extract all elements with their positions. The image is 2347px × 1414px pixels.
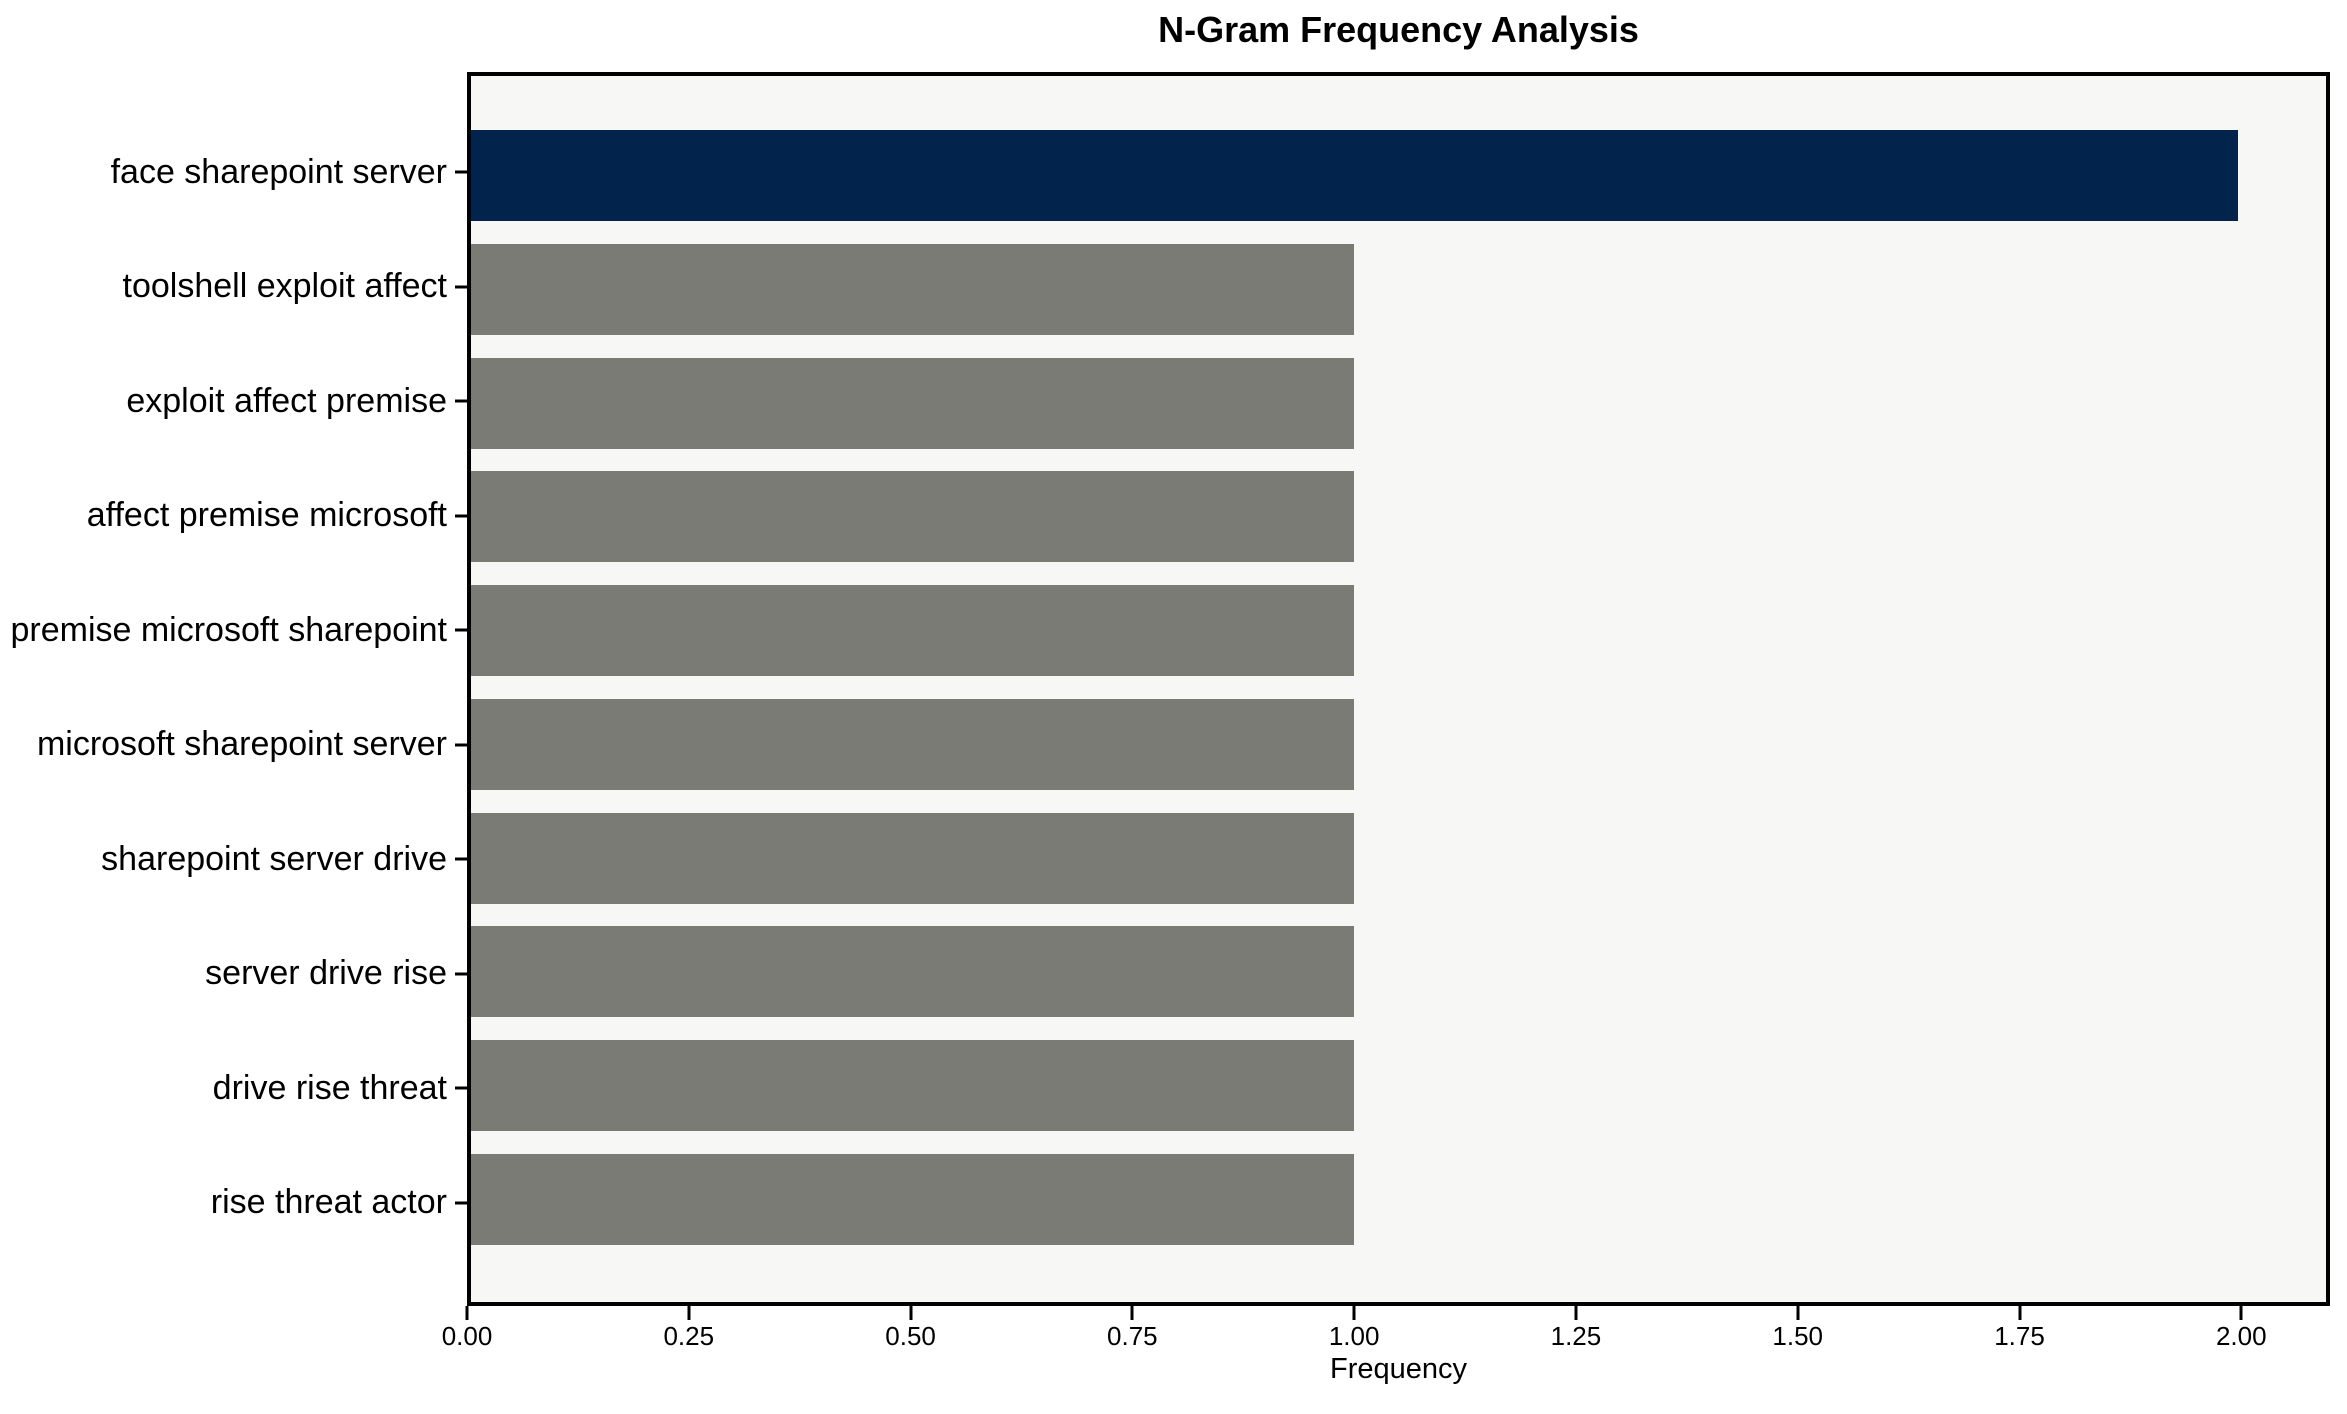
- y-label-row: microsoft sharepoint server: [0, 688, 467, 803]
- x-tick-mark: [1130, 1306, 1134, 1320]
- y-label-row: rise threat actor: [0, 1146, 467, 1261]
- y-tick-label: toolshell exploit affect: [122, 267, 447, 306]
- x-tick-label: 1.25: [1550, 1321, 1602, 1351]
- y-label-row: sharepoint server drive: [0, 802, 467, 917]
- y-tick-mark: [455, 285, 467, 289]
- y-tick-label: exploit affect premise: [126, 381, 447, 420]
- bar: [471, 926, 1355, 1018]
- y-tick-mark: [455, 972, 467, 976]
- y-label-row: exploit affect premise: [0, 344, 467, 459]
- y-tick-label: microsoft sharepoint server: [36, 725, 447, 764]
- y-label-row: toolshell exploit affect: [0, 230, 467, 345]
- bar-row: [471, 1029, 2326, 1143]
- x-tick-mark: [909, 1306, 913, 1320]
- y-tick-mark: [455, 399, 467, 403]
- bar: [471, 244, 1355, 336]
- x-tick-mark: [1796, 1306, 1800, 1320]
- x-tick-label: 0.00: [441, 1321, 493, 1351]
- y-label-row: drive rise threat: [0, 1031, 467, 1146]
- bar-row: [471, 801, 2326, 915]
- bar-row: [471, 688, 2326, 802]
- y-tick-mark: [455, 1086, 467, 1090]
- x-tick-label: 1.00: [1328, 1321, 1380, 1351]
- y-tick-label: server drive rise: [205, 954, 447, 993]
- y-tick-mark: [455, 1201, 467, 1205]
- chart-title: N-Gram Frequency Analysis: [1158, 9, 1639, 50]
- bar-row: [471, 119, 2326, 233]
- bar: [471, 471, 1355, 563]
- y-tick-mark: [455, 857, 467, 861]
- y-tick-label: affect premise microsoft: [86, 496, 447, 535]
- bar: [471, 585, 1355, 677]
- bar-row: [471, 574, 2326, 688]
- y-tick-mark: [455, 743, 467, 747]
- bar: [471, 1153, 1355, 1245]
- y-tick-mark: [455, 514, 467, 518]
- plot-area: [467, 72, 2330, 1306]
- bar: [471, 1040, 1355, 1131]
- bar-row: [471, 460, 2326, 574]
- x-tick-label: 0.25: [663, 1321, 715, 1351]
- y-label-row: premise microsoft sharepoint: [0, 573, 467, 688]
- y-tick-label: face sharepoint server: [110, 152, 447, 191]
- bar-row: [471, 233, 2326, 347]
- bar-row: [471, 1142, 2326, 1256]
- bar-row: [471, 915, 2326, 1029]
- bar-row: [471, 346, 2326, 460]
- x-tick-mark: [2239, 1306, 2243, 1320]
- y-label-row: server drive rise: [0, 917, 467, 1032]
- x-tick-label: 1.75: [1994, 1321, 2045, 1351]
- x-tick-label: 0.50: [885, 1321, 936, 1351]
- x-tick-mark: [1352, 1306, 1356, 1320]
- y-tick-label: sharepoint server drive: [101, 839, 447, 878]
- x-tick-label: 2.00: [2215, 1321, 2267, 1351]
- bar: [471, 698, 1355, 790]
- y-tick-label: premise microsoft sharepoint: [10, 610, 447, 649]
- x-tick-mark: [2018, 1306, 2021, 1320]
- x-tick-label: 0.75: [1107, 1321, 1158, 1351]
- y-tick-mark: [455, 170, 467, 174]
- bar: [471, 812, 1355, 904]
- bar: [471, 130, 2238, 222]
- x-axis-title: Frequency: [1329, 1353, 1467, 1385]
- x-tick-mark: [465, 1306, 469, 1320]
- y-tick-mark: [455, 628, 467, 632]
- y-tick-label: drive rise threat: [212, 1068, 447, 1107]
- y-axis-labels: face sharepoint server toolshell exploit …: [0, 72, 467, 1306]
- y-tick-label: rise threat actor: [210, 1183, 447, 1222]
- y-label-row: affect premise microsoft: [0, 459, 467, 574]
- x-tick-mark: [687, 1306, 691, 1320]
- y-label-row: face sharepoint server: [0, 115, 467, 230]
- bar: [471, 357, 1355, 449]
- x-tick-mark: [1574, 1306, 1578, 1320]
- x-tick-label: 1.50: [1772, 1321, 1824, 1351]
